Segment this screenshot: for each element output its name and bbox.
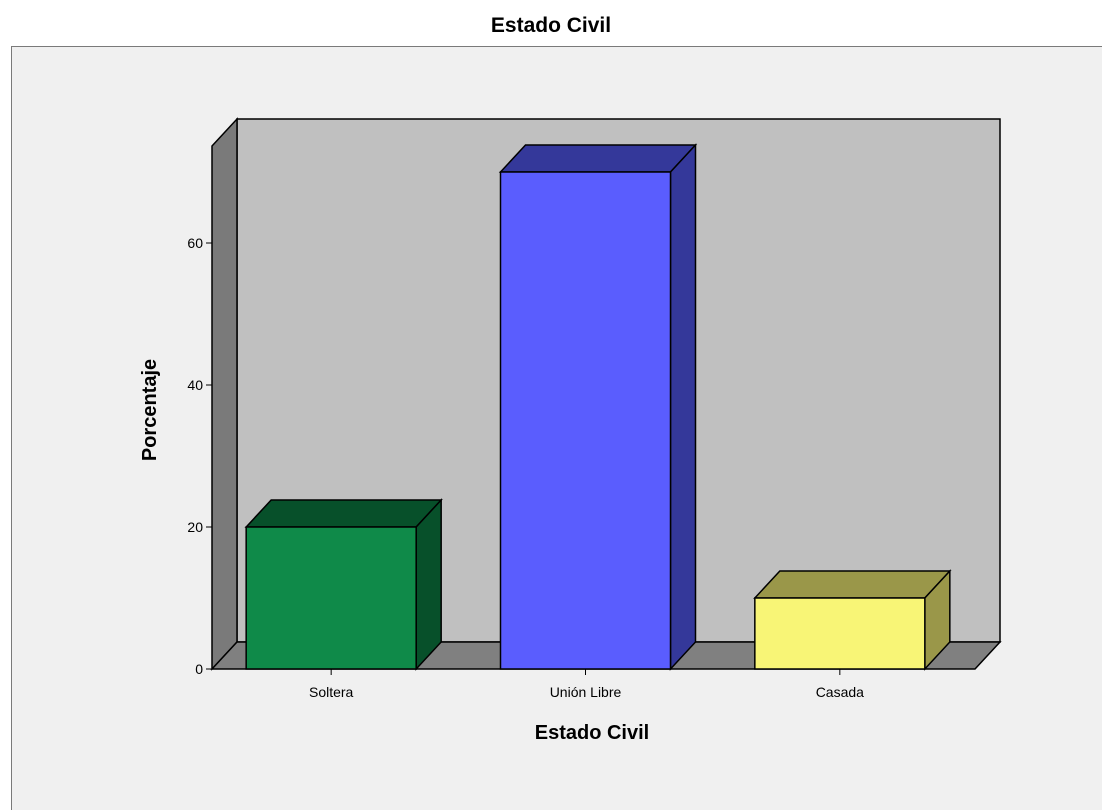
bar-front xyxy=(754,597,926,670)
bar-front xyxy=(499,171,672,670)
y-axis-ticks: 0 20 40 60 xyxy=(187,235,212,677)
y-tick-label: 0 xyxy=(195,661,203,677)
bar-top xyxy=(498,144,698,173)
y-tick-label: 20 xyxy=(187,519,203,535)
y-tick-label: 40 xyxy=(187,377,203,393)
left-wall xyxy=(211,117,238,671)
x-axis-title: Estado Civil xyxy=(535,722,649,744)
bar-side xyxy=(415,498,442,671)
x-tick-label: Soltera xyxy=(309,684,354,700)
chart-title: Estado Civil xyxy=(490,14,612,37)
bars xyxy=(244,143,952,671)
y-tick-label: 60 xyxy=(187,235,203,251)
x-axis-tick-labels: Soltera Unión Libre Casada xyxy=(309,669,864,700)
x-tick-label: Casada xyxy=(816,684,864,700)
bar-top xyxy=(244,499,443,528)
bar-top xyxy=(753,570,952,599)
bar-2 xyxy=(498,143,698,671)
bar-3 xyxy=(753,569,952,671)
bar-1 xyxy=(244,498,443,671)
bar-side xyxy=(669,143,697,671)
bar-front xyxy=(245,526,417,670)
x-tick-label: Unión Libre xyxy=(550,684,622,700)
y-axis-title: Porcentaje xyxy=(139,359,161,461)
